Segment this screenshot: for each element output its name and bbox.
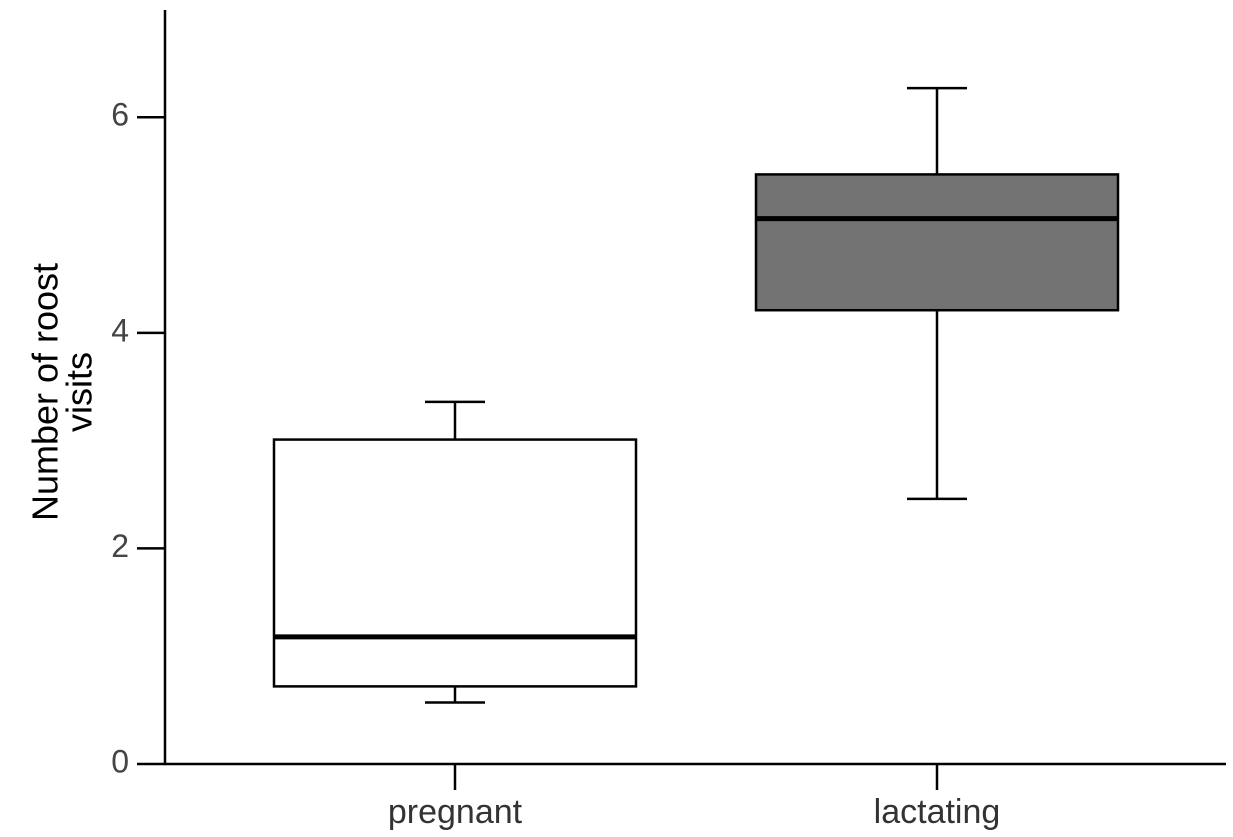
y-tick-label: 2 — [111, 528, 129, 564]
y-label-line: Number of roost — [25, 263, 66, 521]
y-tick-label: 0 — [111, 743, 129, 779]
y-tick-label: 4 — [111, 312, 129, 348]
x-tick-label: lactating — [874, 793, 1001, 831]
x-tick-label: pregnant — [388, 793, 523, 831]
box — [272, 438, 638, 688]
box — [754, 173, 1120, 312]
y-tick-label: 6 — [111, 97, 129, 133]
y-label-line: visits — [59, 352, 100, 432]
y-axis-label: Number of roost visits — [25, 263, 100, 521]
